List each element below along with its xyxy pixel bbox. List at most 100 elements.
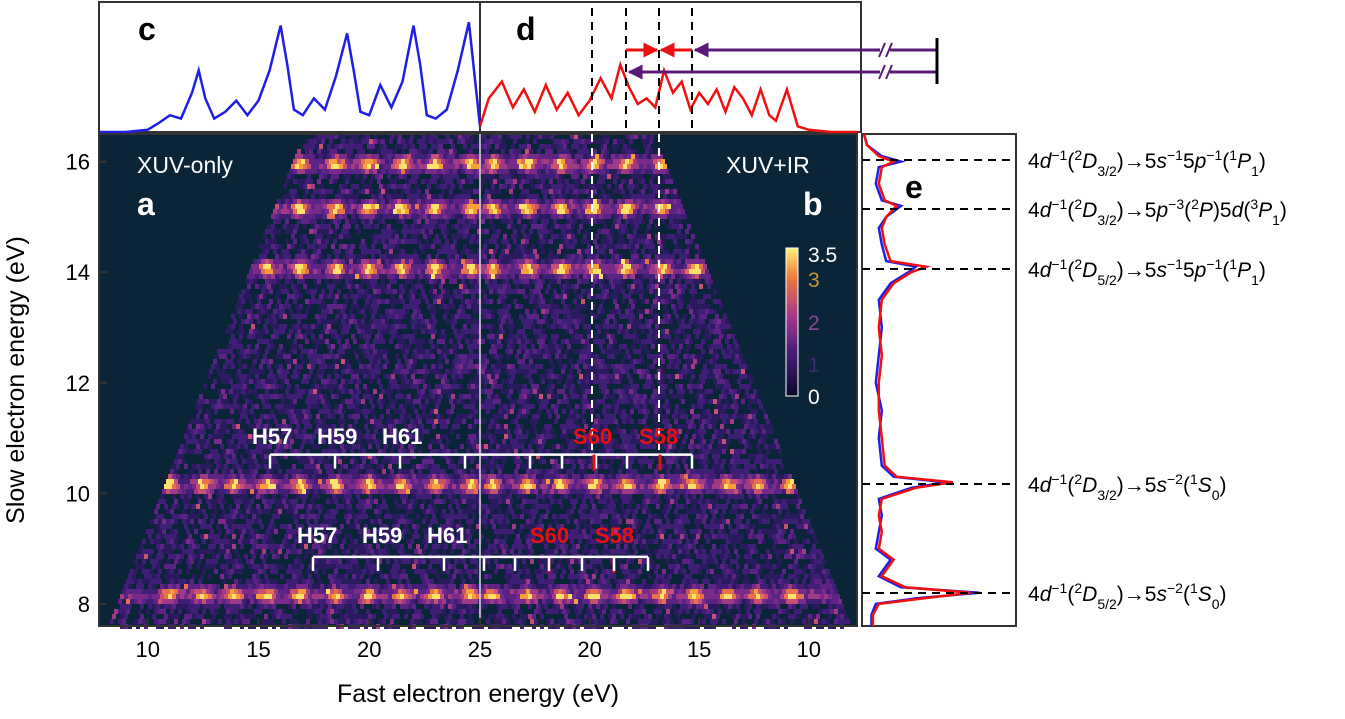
heatmap-cell bbox=[377, 399, 381, 404]
heatmap-cell bbox=[461, 359, 465, 364]
heatmap-cell bbox=[365, 159, 369, 164]
heatmap-cell bbox=[323, 304, 327, 309]
heatmap-cell bbox=[585, 369, 589, 374]
heatmap-cell bbox=[585, 159, 589, 164]
heatmap-cell bbox=[721, 319, 725, 324]
heatmap-cell bbox=[351, 204, 355, 209]
heatmap-cell bbox=[409, 179, 413, 184]
heatmap-cell bbox=[407, 144, 411, 149]
heatmap-cell bbox=[487, 324, 491, 329]
heatmap-cell bbox=[286, 409, 290, 414]
heatmap-cell bbox=[263, 324, 267, 329]
heatmap-cell bbox=[359, 334, 363, 339]
heatmap-cell bbox=[687, 264, 691, 269]
heatmap-cell bbox=[545, 319, 549, 324]
heatmap-cell bbox=[701, 259, 705, 264]
heatmap-cell bbox=[641, 239, 645, 244]
heatmap-cell bbox=[475, 304, 479, 309]
heatmap-cell bbox=[375, 354, 379, 359]
heatmap-cell bbox=[585, 339, 589, 344]
heatmap-cell bbox=[631, 254, 635, 259]
heatmap-cell bbox=[651, 354, 655, 359]
heatmap-cell bbox=[211, 364, 215, 369]
heatmap-cell bbox=[342, 429, 346, 434]
heatmap-cell bbox=[215, 354, 219, 359]
heatmap-cell bbox=[497, 189, 501, 194]
heatmap-cell bbox=[314, 134, 318, 139]
heatmap-cell bbox=[585, 269, 589, 274]
heatmap-cell bbox=[287, 264, 291, 269]
heatmap-cell bbox=[339, 184, 343, 189]
heatmap-cell bbox=[325, 209, 329, 214]
heatmap-cell bbox=[537, 259, 541, 264]
heatmap-cell bbox=[493, 339, 497, 344]
heatmap-cell bbox=[401, 349, 405, 354]
heatmap-cell bbox=[687, 274, 691, 279]
heatmap-cell bbox=[639, 344, 643, 349]
heatmap-cell bbox=[630, 134, 634, 139]
heatmap-cell bbox=[434, 134, 438, 139]
heatmap-cell bbox=[420, 424, 424, 429]
heatmap-cell bbox=[719, 334, 723, 339]
heatmap-cell bbox=[467, 304, 471, 309]
heatmap-cell bbox=[515, 274, 519, 279]
heatmap-cell bbox=[645, 339, 649, 344]
heatmap-cell bbox=[505, 169, 509, 174]
heatmap-cell bbox=[333, 279, 337, 284]
heatmap-cell bbox=[271, 244, 275, 249]
heatmap-cell bbox=[459, 194, 463, 199]
heatmap-cell bbox=[427, 304, 431, 309]
heatmap-cell bbox=[697, 379, 701, 384]
heatmap-cell bbox=[625, 399, 629, 404]
heatmap-cell bbox=[485, 169, 489, 174]
heatmap-cell bbox=[545, 229, 549, 234]
heatmap-cell bbox=[611, 234, 615, 239]
heatmap-cell bbox=[567, 284, 571, 289]
heatmap-cell bbox=[603, 144, 607, 149]
heatmap-cell bbox=[499, 324, 503, 329]
heatmap-cell bbox=[399, 204, 403, 209]
heatmap-cell bbox=[319, 234, 323, 239]
heatmap-cell bbox=[327, 254, 331, 259]
heatmap-cell bbox=[398, 134, 402, 139]
heatmap-cell bbox=[341, 169, 345, 174]
heatmap-cell bbox=[307, 244, 311, 249]
heatmap-cell bbox=[659, 154, 663, 159]
heatmap-cell bbox=[573, 299, 577, 304]
heatmap-cell bbox=[617, 329, 621, 334]
heatmap-cell bbox=[685, 369, 689, 374]
heatmap-cell bbox=[387, 164, 391, 169]
heatmap-cell bbox=[597, 139, 601, 144]
heatmap-cell bbox=[539, 364, 543, 369]
heatmap-cell bbox=[499, 154, 503, 159]
heatmap-cell bbox=[692, 424, 696, 429]
heatmap-cell bbox=[633, 249, 637, 254]
heatmap-cell bbox=[410, 419, 414, 424]
heatmap-cell bbox=[395, 234, 399, 239]
heatmap-cell bbox=[505, 259, 509, 264]
heatmap-cell bbox=[567, 324, 571, 329]
heatmap-cell bbox=[349, 259, 353, 264]
heatmap-cell bbox=[347, 234, 351, 239]
heatmap-cell bbox=[319, 244, 323, 249]
heatmap-cell bbox=[403, 394, 407, 399]
heatmap-cell bbox=[581, 199, 585, 204]
heatmap-cell bbox=[623, 354, 627, 359]
heatmap-cell bbox=[554, 419, 558, 424]
heatmap-cell bbox=[503, 244, 507, 249]
heatmap-cell bbox=[403, 284, 407, 289]
heatmap-cell bbox=[725, 389, 729, 394]
heatmap-cell bbox=[539, 164, 543, 169]
heatmap-cell bbox=[369, 149, 373, 154]
heatmap-cell bbox=[623, 344, 627, 349]
heatmap-cell bbox=[393, 299, 397, 304]
heatmap-cell bbox=[653, 339, 657, 344]
heatmap-cell bbox=[607, 164, 611, 169]
heatmap-cell bbox=[474, 409, 478, 414]
heatmap-cell bbox=[577, 149, 581, 154]
heatmap-cell bbox=[665, 209, 669, 214]
heatmap-cell bbox=[363, 264, 367, 269]
heatmap-cell bbox=[541, 299, 545, 304]
heatmap-cell bbox=[383, 324, 387, 329]
heatmap-cell bbox=[587, 244, 591, 249]
